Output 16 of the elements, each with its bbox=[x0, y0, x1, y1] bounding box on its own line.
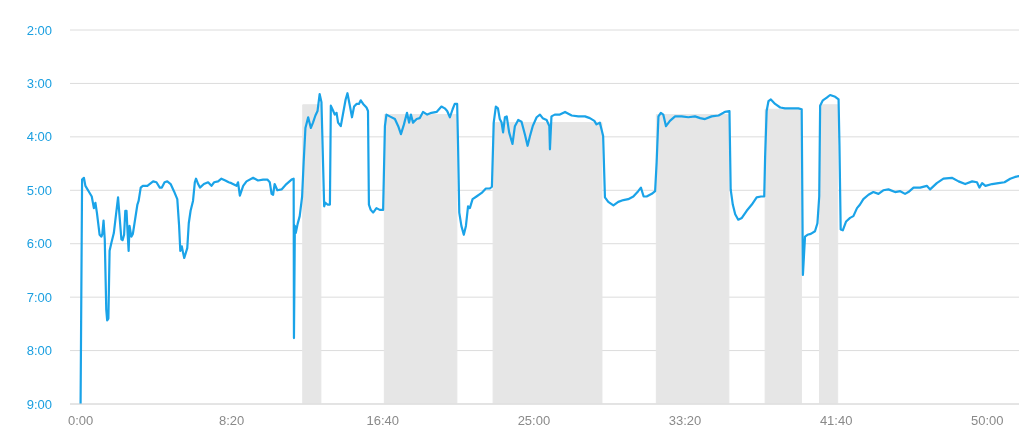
x-tick-label: 16:40 bbox=[366, 413, 400, 429]
x-tick-label: 50:00 bbox=[970, 413, 1004, 429]
x-tick-label: 33:20 bbox=[668, 413, 702, 429]
x-tick-label: 8:20 bbox=[219, 413, 245, 429]
y-tick-label: 3:00 bbox=[26, 76, 52, 92]
y-tick-label: 8:00 bbox=[26, 343, 52, 359]
x-tick-label: 0:00 bbox=[67, 413, 94, 429]
y-tick-label: 9:00 bbox=[26, 396, 52, 412]
y-tick-label: 6:00 bbox=[26, 236, 52, 252]
x-tick-label: 25:00 bbox=[517, 413, 551, 429]
y-tick-label: 2:00 bbox=[26, 22, 52, 38]
x-tick-label: 41:40 bbox=[819, 413, 853, 429]
line-series bbox=[79, 92, 1019, 404]
y-tick-label: 4:00 bbox=[26, 129, 52, 145]
y-tick-label: 5:00 bbox=[26, 182, 52, 198]
y-tick-label: 7:00 bbox=[26, 289, 52, 305]
